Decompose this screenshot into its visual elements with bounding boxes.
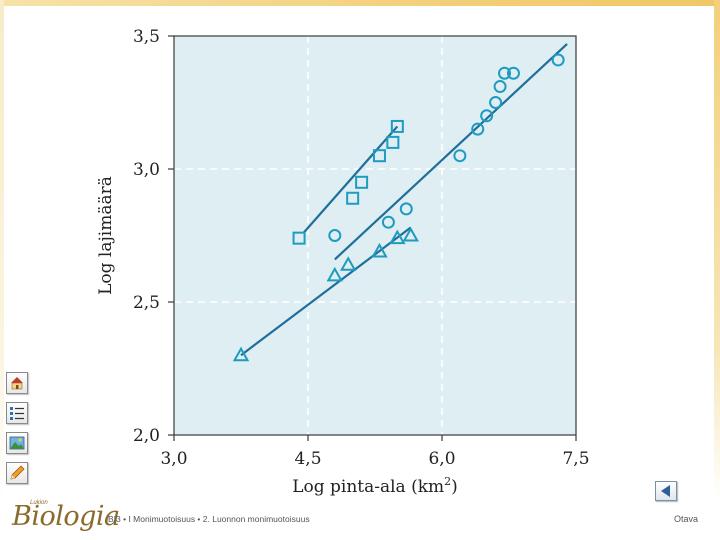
x-axis-label-close: ) xyxy=(451,477,458,497)
image-icon xyxy=(9,436,25,450)
data-point-circle xyxy=(328,229,342,242)
tick-labels: 3,0 4,5 6,0 7,5 2,0 2,5 3,0 3,5 xyxy=(133,27,590,469)
data-point-triangle xyxy=(402,226,419,242)
data-point-circle xyxy=(471,122,485,136)
data-point-circle xyxy=(506,66,520,80)
y-tick-label: 3,5 xyxy=(133,27,160,47)
data-point-triangle xyxy=(371,242,388,258)
plot-area xyxy=(174,36,576,435)
brand-title: Biologia xyxy=(12,501,120,532)
data-point-square xyxy=(292,231,306,245)
left-border xyxy=(0,0,4,500)
x-axis-label-text: Log pinta-ala (km xyxy=(292,477,444,497)
data-point-circle xyxy=(399,202,413,216)
top-border xyxy=(0,0,720,6)
data-point-circle xyxy=(493,80,507,94)
trend-line-squares xyxy=(302,125,399,234)
data-point-triangle xyxy=(232,346,250,362)
x-tick-label: 6,0 xyxy=(428,449,455,469)
pencil-icon xyxy=(10,465,25,480)
data-point-square xyxy=(346,191,360,205)
data-point-circle xyxy=(480,109,494,123)
right-border xyxy=(714,0,720,500)
contents-button[interactable] xyxy=(6,402,28,424)
triangle-left-icon xyxy=(661,485,670,497)
data-point-triangle xyxy=(326,266,344,282)
data-point-square xyxy=(390,119,404,133)
x-tick-label: 3,0 xyxy=(160,449,187,469)
y-tick-label: 2,5 xyxy=(133,293,160,313)
y-tick-label: 2,0 xyxy=(133,426,160,446)
data-point-square xyxy=(372,149,386,163)
data-point-circle xyxy=(498,66,512,80)
x-axis-label-superscript: 2 xyxy=(444,475,451,488)
data-point-circle xyxy=(453,149,467,163)
data-point-square xyxy=(386,135,400,149)
x-tick-label: 7,5 xyxy=(562,449,589,469)
x-axis-label: Log pinta-ala (km2) xyxy=(292,475,458,497)
plot-frame xyxy=(173,35,577,436)
y-axis-label: Log lajimäärä xyxy=(96,176,116,295)
data-point-square xyxy=(355,175,369,189)
trend-line-circles xyxy=(334,43,568,261)
data-point-triangle xyxy=(339,256,357,271)
data-point-triangle xyxy=(389,229,406,245)
images-button[interactable] xyxy=(6,432,28,454)
back-button[interactable] xyxy=(655,481,677,501)
data-point-circle xyxy=(381,215,395,229)
brand-logo: Lukion Biologia xyxy=(10,497,120,533)
list-icon xyxy=(10,407,24,420)
grid-layer xyxy=(174,36,576,435)
y-tick-label: 3,0 xyxy=(133,160,160,180)
data-point-circle xyxy=(489,96,503,109)
home-icon xyxy=(11,377,23,390)
home-button[interactable] xyxy=(6,372,28,394)
x-tick-label: 4,5 xyxy=(294,449,321,469)
publisher-name: Otava xyxy=(674,514,699,524)
brand-subtitle: Lukion xyxy=(30,500,48,506)
notes-button[interactable] xyxy=(6,462,28,484)
breadcrumb: BI3 • I Monimuotoisuus • 2. Luonnon moni… xyxy=(108,514,310,524)
axes xyxy=(168,35,577,441)
data-point-circle xyxy=(551,53,565,67)
data-markers xyxy=(232,53,565,362)
